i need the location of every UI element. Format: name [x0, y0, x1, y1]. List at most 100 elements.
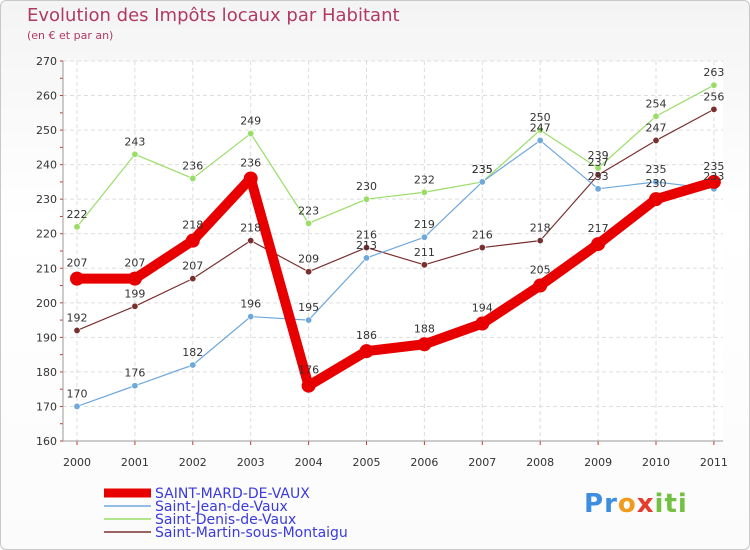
legend-label-1: Saint-Jean-de-Vaux [155, 499, 288, 515]
data-point-3-0 [73, 326, 81, 334]
data-label-2-8: 250 [530, 111, 551, 124]
x-tick-label: 2003 [237, 456, 265, 469]
data-label-3-1: 199 [124, 287, 145, 300]
data-point-1-5 [362, 254, 370, 262]
x-tick-label: 2007 [468, 456, 496, 469]
data-label-2-7: 235 [472, 163, 493, 176]
y-tick-label: 180 [36, 366, 57, 379]
data-point-0-7 [475, 316, 490, 331]
x-tick-label: 2004 [295, 456, 323, 469]
data-point-2-10 [652, 112, 660, 120]
y-tick-label: 250 [36, 124, 57, 137]
data-label-3-3: 218 [240, 222, 261, 235]
data-label-1-8: 247 [530, 121, 551, 134]
data-label-1-5: 213 [356, 239, 377, 252]
data-point-2-11 [710, 81, 718, 89]
data-label-3-10: 247 [646, 121, 667, 134]
data-label-3-2: 207 [182, 260, 203, 273]
data-label-0-6: 188 [414, 322, 435, 335]
data-label-0-1: 207 [124, 257, 145, 270]
y-tick-label: 170 [36, 400, 57, 413]
data-label-1-11: 233 [703, 170, 724, 183]
data-label-1-0: 170 [67, 387, 88, 400]
data-point-2-6 [420, 188, 428, 196]
plot-background [63, 61, 723, 441]
data-label-1-6: 219 [414, 218, 435, 231]
data-label-0-7: 194 [472, 302, 493, 315]
data-point-2-5 [362, 195, 370, 203]
x-tick-label: 2008 [526, 456, 554, 469]
data-point-0-11 [706, 174, 721, 189]
data-label-3-7: 216 [472, 229, 493, 242]
data-point-0-5 [359, 344, 374, 359]
data-point-2-3 [247, 130, 255, 138]
data-label-3-5: 216 [356, 229, 377, 242]
data-point-1-7 [478, 178, 486, 186]
data-point-3-10 [652, 136, 660, 144]
data-label-2-1: 243 [124, 135, 145, 148]
data-label-1-2: 182 [182, 346, 203, 359]
data-point-1-2 [189, 361, 197, 369]
grid-layer [63, 60, 723, 442]
data-point-1-10 [652, 178, 660, 186]
series-line-1 [76, 139, 715, 408]
data-label-1-10: 235 [646, 163, 667, 176]
data-label-2-5: 230 [356, 180, 377, 193]
data-label-1-3: 196 [240, 298, 261, 311]
data-label-2-0: 222 [67, 208, 88, 221]
y-tick-label: 160 [36, 435, 57, 448]
axis-layer: 160 170 180 190 200 210 220 230 240 250 260 270 2000… [36, 55, 728, 469]
data-point-1-4 [305, 316, 313, 324]
logo-letter: i [677, 489, 688, 519]
data-label-2-10: 254 [646, 97, 667, 110]
data-point-3-2 [189, 275, 197, 283]
logo-letter: x [636, 489, 655, 519]
data-label-0-2: 218 [182, 219, 203, 232]
x-tick-label: 2009 [584, 456, 612, 469]
x-tick-label: 2010 [642, 456, 670, 469]
data-label-3-6: 211 [414, 246, 435, 259]
data-label-3-11: 256 [703, 90, 724, 103]
data-point-3-6 [420, 261, 428, 269]
legend-label-3: Saint-Martin-sous-Montaigu [155, 525, 348, 541]
data-label-3-0: 192 [67, 311, 88, 324]
data-point-2-8 [536, 126, 544, 134]
logo-letter: i [654, 489, 665, 519]
data-point-2-1 [131, 150, 139, 158]
data-point-1-0 [73, 402, 81, 410]
data-point-0-10 [649, 192, 663, 207]
data-label-0-3: 236 [240, 156, 261, 169]
data-label-2-3: 249 [240, 115, 261, 128]
legend-label-0: SAINT-MARD-DE-VAUX [155, 486, 310, 502]
data-label-0-0: 207 [67, 257, 88, 270]
logo-letter: r [604, 489, 618, 519]
data-point-0-3 [243, 171, 258, 186]
data-point-2-9 [594, 164, 602, 172]
y-tick-label: 210 [36, 262, 57, 275]
data-point-3-5 [362, 244, 370, 252]
data-label-2-2: 236 [182, 159, 203, 172]
x-tick-label: 2000 [63, 456, 91, 469]
y-tick-label: 230 [36, 193, 57, 206]
data-label-1-4: 195 [298, 301, 319, 314]
x-tick-label: 2006 [410, 456, 438, 469]
chart-subtitle: (en € et par an) [27, 29, 114, 42]
y-tick-label: 220 [36, 228, 57, 241]
data-point-3-3 [247, 237, 255, 245]
data-point-3-7 [478, 244, 486, 252]
data-label-0-4: 176 [298, 364, 319, 377]
logo-letter: t [664, 489, 678, 519]
y-tick-label: 260 [36, 90, 57, 103]
data-point-3-11 [710, 105, 718, 113]
data-label-2-9: 239 [588, 149, 609, 162]
labels-layer: 192 199 207 218 209 216 211 216 218 237 247 256 222 2… [67, 66, 725, 400]
x-tick-label: 2001 [121, 456, 149, 469]
data-point-1-3 [247, 313, 255, 321]
data-label-3-8: 218 [530, 222, 551, 235]
data-point-3-9 [594, 171, 602, 179]
series-line-3 [76, 108, 715, 332]
proxiti-logo: Proxiti [584, 489, 688, 519]
data-label-1-1: 176 [124, 367, 145, 380]
